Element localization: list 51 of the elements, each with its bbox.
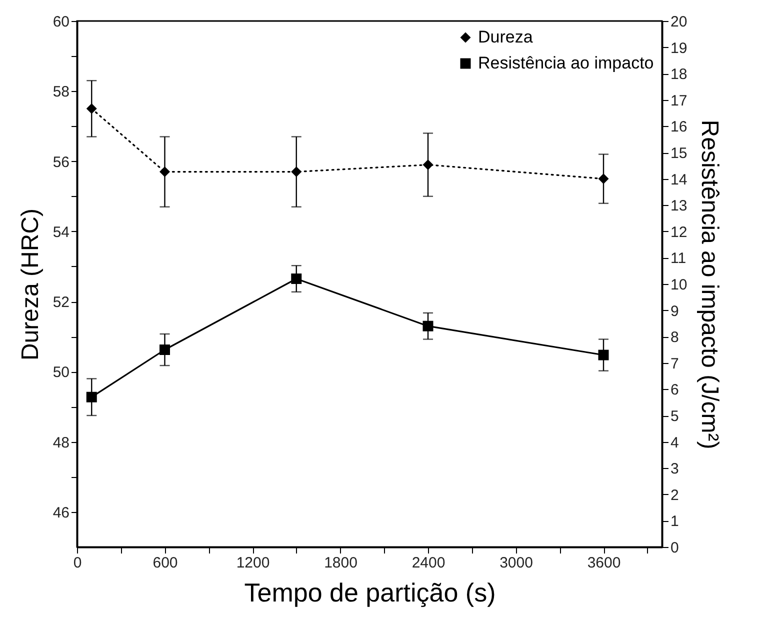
y2-tick-label: 7: [670, 355, 679, 372]
point: [160, 166, 170, 178]
y2-tick-label: 3: [670, 460, 679, 478]
x-tick-label: 3600: [587, 554, 621, 572]
y2-tick-label: 11: [670, 250, 686, 268]
y2-tick-label: 17: [670, 92, 688, 110]
y-axis-title: Dureza (HRC): [16, 208, 44, 361]
y2-tick-label: 2: [670, 486, 679, 504]
y2-tick-label: 10: [670, 276, 688, 294]
legend-label: Dureza: [478, 28, 534, 46]
y2-tick-label: 6: [670, 382, 679, 399]
point: [598, 174, 609, 184]
y-tick-label: 54: [52, 224, 70, 241]
y2-tick-label: 15: [670, 145, 688, 162]
x-tick-label: 3000: [500, 554, 533, 572]
y2-axis-title: Resistência ao impacto (J/cm²): [696, 120, 724, 450]
point: [86, 392, 97, 402]
y2-tick-label: 8: [670, 329, 679, 346]
legend-label: Resistência ao impacto: [478, 54, 654, 72]
point: [598, 350, 609, 360]
x-tick-label: 1200: [236, 554, 270, 572]
point: [291, 166, 302, 178]
point: [160, 344, 170, 355]
y2-tick-label: 14: [670, 171, 688, 188]
point: [86, 103, 97, 114]
y2-tick-label: 0: [670, 540, 679, 556]
y2-tick-label: 12: [670, 224, 688, 241]
x-tick-label: 2400: [412, 554, 446, 572]
y-tick-label: 52: [52, 294, 70, 312]
x-axis-title: Tempo de partição (s): [244, 578, 496, 608]
x-tick-label: 0: [73, 554, 82, 572]
y2-tick-label: 5: [670, 408, 679, 425]
y2-tick-label: 20: [670, 14, 688, 30]
y-tick-label: 46: [52, 504, 70, 522]
y2-tick-label: 1: [670, 513, 679, 530]
y2-tick-label: 4: [670, 434, 679, 452]
y-tick-label: 58: [52, 84, 70, 101]
x-tick-label: 1800: [324, 554, 358, 572]
y2-tick-label: 13: [670, 198, 688, 215]
y2-tick-label: 18: [670, 66, 688, 84]
y-tick-label: 50: [52, 364, 70, 382]
x-tick-label: 600: [152, 554, 178, 572]
point: [422, 320, 434, 332]
y-tick-label: 48: [52, 434, 70, 452]
point: [291, 273, 302, 284]
y-tick-label: 56: [52, 154, 70, 171]
y2-tick-label: 16: [670, 118, 688, 136]
y2-tick-label: 19: [670, 40, 688, 57]
y2-tick-label: 9: [670, 302, 679, 320]
point: [422, 160, 434, 170]
y-tick-label: 60: [52, 14, 70, 30]
